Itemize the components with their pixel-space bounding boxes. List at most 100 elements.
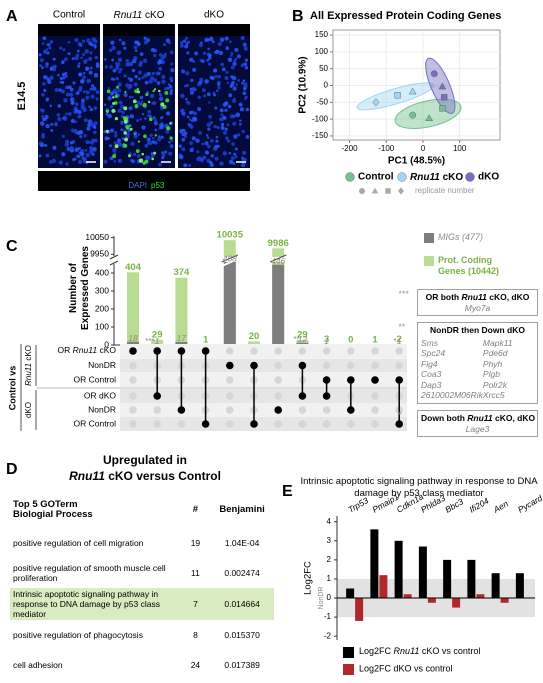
nucleus (88, 41, 93, 46)
nucleus (47, 80, 52, 84)
nucleus (93, 121, 98, 126)
matrix-dot-empty (153, 406, 161, 414)
nucleus (40, 121, 45, 126)
nucleus (192, 60, 196, 63)
nucleus (197, 107, 202, 112)
nucleus (113, 160, 117, 163)
nucleus (92, 86, 97, 91)
text-segment: Rnu11 (461, 292, 487, 302)
nucleus (89, 66, 93, 70)
nucleus (161, 79, 166, 84)
table-cell: 19 (190, 538, 201, 548)
nucleus (179, 43, 184, 48)
nucleus (209, 160, 213, 165)
nucleus (153, 78, 158, 83)
table-cell: positive regulation of phagocytosis (13, 630, 143, 640)
nucleus (42, 82, 46, 86)
nucleus (184, 135, 188, 139)
nucleus (203, 94, 207, 98)
y-tick-label: 2 (327, 555, 332, 564)
matrix-dot-empty (347, 420, 355, 428)
nucleus (121, 137, 125, 141)
nucleus (52, 64, 57, 69)
legend-swatch (465, 172, 475, 182)
nucleus (167, 83, 171, 86)
nucleus (52, 145, 57, 150)
nucleus (71, 57, 75, 61)
table-cell: Intrinsic apoptotic signaling pathway in… (13, 589, 160, 619)
table-cell: 0.015370 (224, 630, 260, 640)
p53-signal (114, 117, 119, 121)
nucleus (136, 119, 140, 123)
nucleus (219, 161, 224, 166)
nucleus (108, 114, 112, 118)
callout-box: Down both Rnu11 cKO, dKO Lage3 (417, 410, 538, 437)
stain-bar (38, 171, 250, 191)
data-label: 0 (348, 335, 353, 346)
plot-area (332, 29, 501, 141)
p53-signal (132, 99, 137, 104)
matrix-dot-empty (177, 420, 186, 428)
callout-genes: Sms Mapk11 Spc24 Pde6d Fig4 Phyh Coa3 Plgb Dap3 P… (421, 338, 534, 401)
nucleus (169, 76, 174, 81)
p53-signal (129, 124, 132, 127)
p53-signal (137, 140, 140, 143)
nucleus (237, 78, 241, 82)
nucleus (234, 57, 238, 61)
nucleus (165, 38, 171, 43)
nucleus (62, 77, 66, 80)
nucleus (63, 57, 68, 62)
nucleus (85, 90, 90, 95)
nucleus (49, 104, 53, 108)
p53-signal (169, 122, 172, 125)
nucleus (243, 46, 248, 51)
x-tick-label: 100 (453, 144, 467, 153)
matrix-dot-empty (395, 347, 404, 355)
nucleus (185, 71, 190, 76)
data-point (394, 92, 401, 99)
nucleus (189, 141, 194, 146)
nucleus (75, 91, 80, 95)
nucleus (118, 100, 123, 105)
nucleus (165, 129, 170, 134)
p53-signal (145, 93, 149, 97)
nucleus (178, 144, 182, 148)
p53-signal (112, 102, 115, 105)
nucleus (181, 137, 186, 142)
nucleus (238, 103, 242, 107)
nucleus (178, 154, 184, 160)
data-label: 374 (173, 267, 190, 278)
nucleus (224, 36, 229, 41)
nucleus (90, 94, 95, 99)
nucleus (231, 142, 235, 146)
nucleus (141, 125, 146, 130)
nucleus (77, 109, 82, 115)
nucleus (168, 85, 173, 89)
matrix-dot (395, 420, 404, 428)
nucleus (137, 133, 141, 136)
y-tick-label: 1 (327, 574, 332, 583)
matrix-dot-empty (298, 406, 307, 414)
nucleus (44, 114, 49, 119)
nucleus (216, 89, 219, 92)
bar (418, 546, 427, 599)
data-label: 12 (298, 334, 308, 344)
nucleus (72, 81, 76, 85)
nucleus (81, 98, 85, 103)
nucleus (82, 159, 87, 164)
text-segment: Rnu11 (73, 345, 98, 355)
panel-letter: E (282, 483, 293, 500)
nucleus (43, 75, 47, 80)
nucleus (89, 121, 94, 126)
nucleus (230, 156, 235, 161)
nucleus (92, 130, 97, 135)
nucleus (47, 43, 51, 47)
nucleus (75, 154, 79, 158)
y-tick-label: 3 (327, 536, 332, 545)
y-tick-label: 50 (319, 64, 328, 73)
nucleus (117, 108, 122, 113)
data-point (439, 105, 446, 112)
nucleus (94, 55, 99, 60)
p53-signal (129, 127, 133, 131)
nucleus (211, 40, 215, 44)
